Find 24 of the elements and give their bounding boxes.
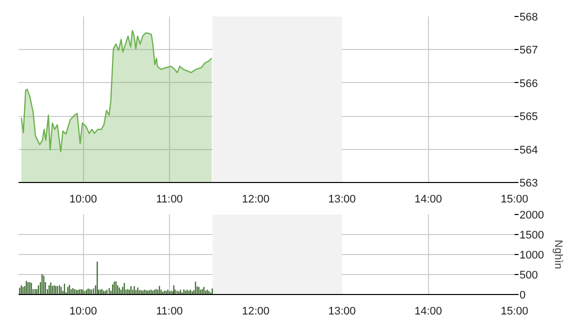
x-tick-label: 13:00 (328, 194, 356, 206)
y-tick-label: 500 (520, 270, 538, 282)
y-tick-label: 567 (520, 44, 538, 57)
x-tick-label: 13:00 (328, 306, 356, 318)
y-tick-label: 563 (520, 178, 538, 190)
x-tick-label: 10:00 (69, 306, 97, 318)
x-tick-label: 12:00 (242, 306, 270, 318)
x-tick-label: 11:00 (156, 194, 183, 206)
y-tick-label: 2000 (520, 210, 544, 222)
x-tick-label: 10:00 (69, 194, 97, 206)
y-tick-label: 565 (520, 111, 538, 124)
y-tick-label: 568 (520, 12, 538, 24)
x-tick-label: 15:00 (500, 194, 528, 206)
x-tick-label: 12:00 (242, 194, 270, 206)
y-tick-label: 564 (520, 144, 538, 156)
x-tick-label: 14:00 (414, 306, 442, 318)
y-tick-label: 1500 (520, 230, 544, 242)
y-tick-label: 566 (520, 78, 538, 90)
y-tick-label: 1000 (520, 250, 544, 262)
x-tick-label: 15:00 (500, 306, 528, 318)
x-tick-label: 11:00 (156, 306, 183, 318)
y-tick-label: 0 (520, 290, 526, 302)
x-tick-label: 14:00 (414, 194, 442, 206)
y-axis-title: Nghìn (552, 240, 564, 270)
